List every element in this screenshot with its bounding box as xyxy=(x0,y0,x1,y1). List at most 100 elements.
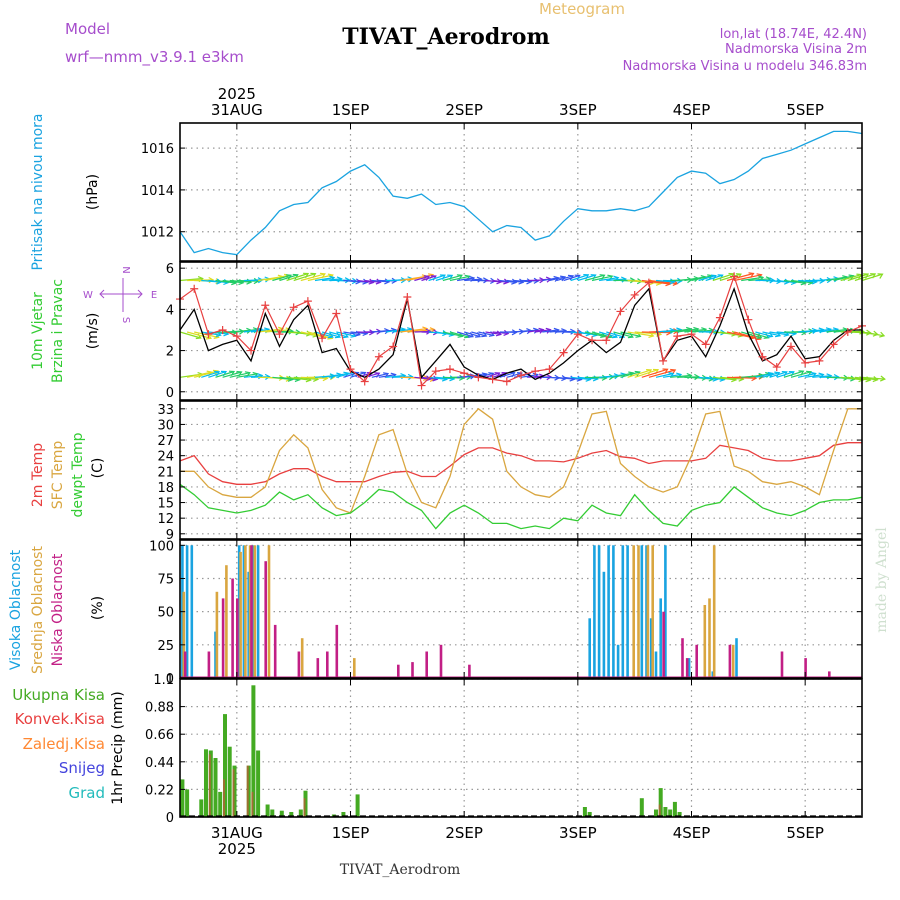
wind-arrow-head xyxy=(368,278,375,285)
wind-arrow xyxy=(549,275,567,282)
cloud-high-bar xyxy=(256,545,260,678)
wind-gust-marker xyxy=(218,325,227,334)
wind-arrow xyxy=(492,329,510,336)
station-title: TIVAT_Aerodrom xyxy=(342,24,550,50)
ytick-label-temperature: 21 xyxy=(157,465,174,480)
cloud-high-bar xyxy=(252,545,255,678)
wind-arrow xyxy=(194,369,219,378)
wind-arrow-shaft xyxy=(698,275,716,282)
wind-gust-marker xyxy=(289,303,298,312)
precip-total-bar xyxy=(223,714,227,817)
wind-arrow-shaft xyxy=(520,329,538,333)
wind-arrow-shaft xyxy=(677,328,699,333)
wind-arrow-shaft xyxy=(861,376,885,380)
wind-arrow-shaft xyxy=(336,371,355,378)
wind-gust-marker xyxy=(247,346,256,355)
wind-arrow-shaft xyxy=(194,331,219,338)
wind-arrow xyxy=(549,328,568,335)
cloud-high-bar xyxy=(190,545,194,678)
precip-total-bar xyxy=(298,809,303,817)
wind-gust-marker xyxy=(659,356,668,365)
cloud-high-bar xyxy=(597,545,601,678)
ytick-label-temperature: 18 xyxy=(157,481,174,496)
precip-total-bar xyxy=(279,810,284,817)
frame-temperature xyxy=(179,400,863,540)
cloud-low-bar xyxy=(468,664,471,678)
wind-arrow-shaft xyxy=(286,272,309,282)
wind-gust-marker xyxy=(616,307,625,316)
temp-unit: (C) xyxy=(90,458,106,479)
cloud-high-bar xyxy=(242,545,246,678)
ytick-label-clouds: 0 xyxy=(166,672,174,687)
frame-clouds xyxy=(179,539,863,679)
wind-arrow-shaft xyxy=(861,331,885,337)
wind-gust-marker xyxy=(573,330,582,339)
wind-arrow-shaft xyxy=(506,279,524,283)
ytick-label-temperature: 24 xyxy=(157,450,174,465)
wind-gust-marker xyxy=(715,313,724,322)
plots xyxy=(176,130,886,817)
wind-arrow-head xyxy=(457,332,464,338)
model-label: Model xyxy=(65,20,110,38)
wind-arrow-shaft xyxy=(833,275,854,282)
precip-total-bar xyxy=(639,798,644,817)
wind-arrow-head xyxy=(634,370,641,377)
wind-arrow-shaft xyxy=(329,331,348,338)
wind-arrow-head xyxy=(533,277,540,284)
wind-arrow-head xyxy=(670,368,677,375)
precip-convective-bar xyxy=(223,779,225,817)
header: Model wrf—nmm_v3.9.1 e3km Meteogram TIVA… xyxy=(65,0,890,878)
wind-arrow-shaft xyxy=(208,331,229,335)
wind-arrow-head xyxy=(476,276,483,283)
ytick-label-wind: 6 xyxy=(166,262,174,277)
cloud-low-bar xyxy=(264,561,267,678)
ytick-label-precip: 0 xyxy=(166,811,174,826)
wind-arrow-shaft xyxy=(457,277,475,282)
wind-arrow-shaft xyxy=(726,272,754,282)
wind-arrow-head xyxy=(553,327,560,334)
day-label-top-4SEP: 4SEP xyxy=(673,101,711,119)
wind-arrow-shaft xyxy=(393,328,412,333)
precip-convective-bar xyxy=(303,798,306,817)
wind-arrow-shaft xyxy=(435,376,455,380)
ytick-label-precip: 0.88 xyxy=(145,701,174,716)
wind-arrow-shaft xyxy=(762,372,780,378)
wind-arrow-head xyxy=(466,373,472,381)
wind-arrow-shaft xyxy=(606,331,625,338)
wind-arrow-shaft xyxy=(385,374,406,378)
cloud-mid-bar xyxy=(239,551,242,678)
cloud-high-bar xyxy=(237,545,241,678)
wind-gust-marker xyxy=(389,342,398,351)
wind-arrow-shaft xyxy=(215,370,235,378)
wind-arrow-head xyxy=(545,327,552,334)
wind-arrow xyxy=(329,371,350,378)
credit: made by Angel xyxy=(874,527,890,633)
cloud-low-bar xyxy=(335,624,339,678)
wind-ylabel-2: Brzina i Pravac xyxy=(50,279,66,383)
wind-arrow-shaft xyxy=(300,376,328,379)
wind-arrow-head xyxy=(872,376,879,383)
precip-total-bar xyxy=(289,812,294,817)
model-elevation-label: Nadmorska Visina u modelu 346.83m xyxy=(623,59,867,74)
wind-arrow xyxy=(861,375,886,382)
wind-arrow-shaft xyxy=(584,274,605,282)
wind-gust-marker xyxy=(332,309,341,318)
wind-arrow xyxy=(542,327,560,334)
wind-gust-marker xyxy=(232,332,241,341)
wind-arrow-head xyxy=(748,272,755,278)
wind-arrow-shaft xyxy=(670,328,692,333)
wind-arrow-head xyxy=(459,374,465,381)
wind-arrow-head xyxy=(407,373,414,380)
wind-arrow-shaft xyxy=(591,275,613,282)
wind-arrow-head xyxy=(538,327,545,334)
wind-arrow-shaft xyxy=(513,279,532,283)
lonlat-label: lon,lat (18.74E, 42.4N) xyxy=(720,27,867,42)
wind-arrow-shaft xyxy=(826,328,848,333)
precip-total-bar xyxy=(668,809,673,817)
cloud-low-bar xyxy=(425,651,428,678)
wind-arrow-shaft xyxy=(719,273,742,282)
ytick-label-temperature: 15 xyxy=(157,497,174,512)
wind-gust-marker xyxy=(303,297,312,306)
wind-arrow-shaft xyxy=(798,279,817,283)
sfc-temp-line xyxy=(180,407,862,514)
